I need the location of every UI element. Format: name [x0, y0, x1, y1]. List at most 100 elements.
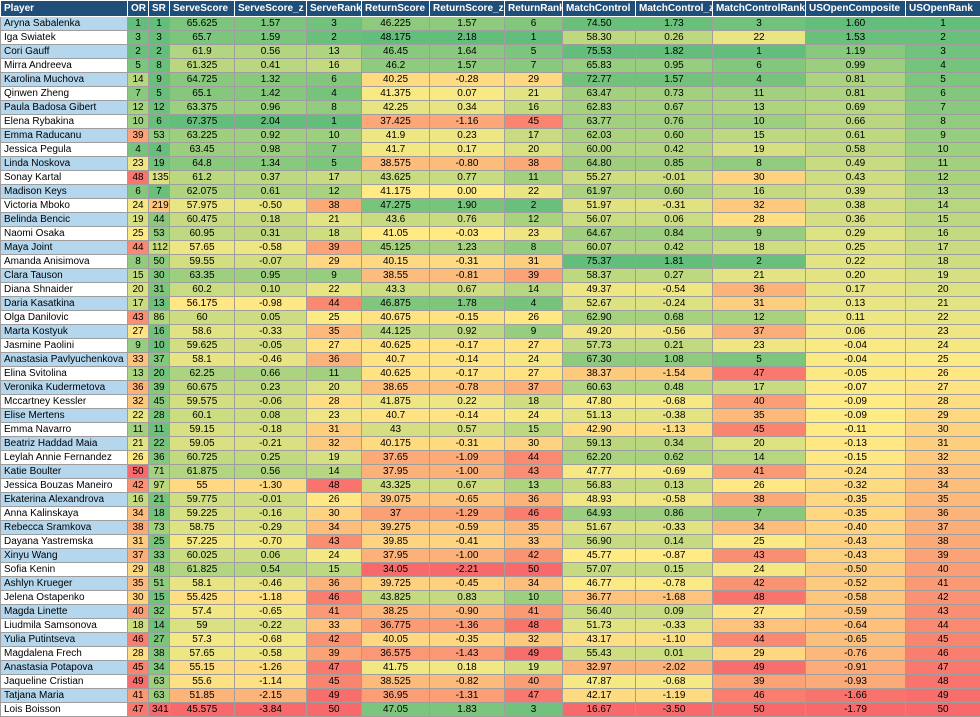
cell-match-control[interactable]: 64.93 — [563, 507, 636, 521]
cell-match-control[interactable]: 55.43 — [563, 647, 636, 661]
cell-return-score-z[interactable]: -0.81 — [430, 269, 505, 283]
cell-player[interactable]: Dayana Yastremska — [1, 535, 128, 549]
cell-or[interactable]: 42 — [128, 479, 149, 493]
cell-match-control-z[interactable]: 0.95 — [636, 59, 713, 73]
cell-match-control[interactable]: 60.07 — [563, 241, 636, 255]
cell-player[interactable]: Marta Kostyuk — [1, 325, 128, 339]
cell-serve-rank[interactable]: 4 — [307, 87, 362, 101]
cell-sr[interactable]: 9 — [149, 73, 170, 87]
cell-sr[interactable]: 16 — [149, 325, 170, 339]
cell-usopen-composite[interactable]: -0.13 — [806, 437, 906, 451]
cell-match-control-z[interactable]: 1.57 — [636, 73, 713, 87]
cell-usopen-composite[interactable]: 0.69 — [806, 101, 906, 115]
cell-return-score[interactable]: 38.55 — [362, 269, 430, 283]
cell-serve-score-z[interactable]: -1.26 — [235, 661, 307, 675]
cell-serve-score[interactable]: 57.975 — [170, 199, 235, 213]
cell-serve-rank[interactable]: 1 — [307, 115, 362, 129]
cell-usopen-composite[interactable]: 0.17 — [806, 283, 906, 297]
cell-match-control-rank[interactable]: 13 — [713, 101, 806, 115]
cell-serve-score-z[interactable]: 0.18 — [235, 213, 307, 227]
cell-or[interactable]: 18 — [128, 619, 149, 633]
cell-or[interactable]: 17 — [128, 297, 149, 311]
cell-sr[interactable]: 31 — [149, 283, 170, 297]
cell-match-control[interactable]: 48.93 — [563, 493, 636, 507]
cell-serve-score[interactable]: 67.375 — [170, 115, 235, 129]
cell-match-control-z[interactable]: -1.68 — [636, 591, 713, 605]
cell-return-score[interactable]: 40.675 — [362, 311, 430, 325]
cell-player[interactable]: Emma Raducanu — [1, 129, 128, 143]
cell-match-control-rank[interactable]: 41 — [713, 465, 806, 479]
cell-return-score[interactable]: 39.075 — [362, 493, 430, 507]
cell-match-control-rank[interactable]: 15 — [713, 129, 806, 143]
cell-usopen-composite[interactable]: -0.24 — [806, 465, 906, 479]
cell-match-control[interactable]: 38.37 — [563, 367, 636, 381]
column-header-serve-score[interactable]: ServeScore — [170, 1, 235, 17]
cell-sr[interactable]: 19 — [149, 157, 170, 171]
cell-return-score-z[interactable]: -1.29 — [430, 507, 505, 521]
cell-return-rank[interactable]: 21 — [505, 87, 563, 101]
cell-or[interactable]: 11 — [128, 423, 149, 437]
cell-return-score-z[interactable]: -0.78 — [430, 381, 505, 395]
cell-match-control[interactable]: 36.77 — [563, 591, 636, 605]
cell-match-control-rank[interactable]: 16 — [713, 185, 806, 199]
cell-or[interactable]: 5 — [128, 59, 149, 73]
cell-return-score-z[interactable]: 1.83 — [430, 703, 505, 717]
cell-serve-score[interactable]: 59.05 — [170, 437, 235, 451]
cell-match-control-rank[interactable]: 3 — [713, 17, 806, 31]
cell-serve-score-z[interactable]: 0.56 — [235, 45, 307, 59]
cell-return-rank[interactable]: 45 — [505, 115, 563, 129]
cell-sr[interactable]: 86 — [149, 311, 170, 325]
cell-return-score-z[interactable]: -0.28 — [430, 73, 505, 87]
cell-usopen-composite[interactable]: 0.43 — [806, 171, 906, 185]
column-header-match-control-z[interactable]: MatchControl_z — [636, 1, 713, 17]
cell-serve-score-z[interactable]: -0.46 — [235, 577, 307, 591]
cell-match-control[interactable]: 55.27 — [563, 171, 636, 185]
cell-serve-score-z[interactable]: -1.18 — [235, 591, 307, 605]
cell-return-score[interactable]: 45.125 — [362, 241, 430, 255]
cell-player[interactable]: Qinwen Zheng — [1, 87, 128, 101]
cell-sr[interactable]: 53 — [149, 227, 170, 241]
cell-player[interactable]: Naomi Osaka — [1, 227, 128, 241]
cell-usopen-rank[interactable]: 50 — [906, 703, 980, 717]
cell-sr[interactable]: 341 — [149, 703, 170, 717]
cell-match-control-rank[interactable]: 9 — [713, 227, 806, 241]
cell-return-rank[interactable]: 32 — [505, 633, 563, 647]
cell-return-rank[interactable]: 13 — [505, 479, 563, 493]
cell-return-score[interactable]: 43.625 — [362, 171, 430, 185]
cell-serve-rank[interactable]: 30 — [307, 507, 362, 521]
cell-match-control-z[interactable]: 0.26 — [636, 31, 713, 45]
cell-match-control-rank[interactable]: 2 — [713, 255, 806, 269]
cell-return-rank[interactable]: 19 — [505, 661, 563, 675]
cell-sr[interactable]: 112 — [149, 241, 170, 255]
cell-or[interactable]: 14 — [128, 73, 149, 87]
cell-match-control[interactable]: 47.77 — [563, 465, 636, 479]
cell-match-control-z[interactable]: 0.84 — [636, 227, 713, 241]
cell-usopen-composite[interactable]: -0.15 — [806, 451, 906, 465]
cell-usopen-rank[interactable]: 18 — [906, 255, 980, 269]
cell-player[interactable]: Leylah Annie Fernandez — [1, 451, 128, 465]
cell-or[interactable]: 37 — [128, 549, 149, 563]
cell-match-control-z[interactable]: 0.68 — [636, 311, 713, 325]
cell-sr[interactable]: 53 — [149, 129, 170, 143]
cell-or[interactable]: 46 — [128, 633, 149, 647]
cell-or[interactable]: 34 — [128, 507, 149, 521]
cell-usopen-rank[interactable]: 21 — [906, 297, 980, 311]
cell-serve-score-z[interactable]: 1.42 — [235, 87, 307, 101]
cell-return-score[interactable]: 39.275 — [362, 521, 430, 535]
cell-player[interactable]: Rebecca Sramkova — [1, 521, 128, 535]
cell-player[interactable]: Linda Noskova — [1, 157, 128, 171]
cell-match-control-z[interactable]: -0.78 — [636, 577, 713, 591]
cell-usopen-rank[interactable]: 23 — [906, 325, 980, 339]
cell-player[interactable]: Jaqueline Cristian — [1, 675, 128, 689]
cell-return-score[interactable]: 40.7 — [362, 409, 430, 423]
cell-match-control-rank[interactable]: 23 — [713, 339, 806, 353]
cell-return-score[interactable]: 46.45 — [362, 45, 430, 59]
cell-return-rank[interactable]: 38 — [505, 157, 563, 171]
cell-return-score[interactable]: 44.125 — [362, 325, 430, 339]
cell-serve-score-z[interactable]: 0.06 — [235, 549, 307, 563]
cell-serve-rank[interactable]: 12 — [307, 185, 362, 199]
cell-return-rank[interactable]: 42 — [505, 549, 563, 563]
cell-player[interactable]: Jelena Ostapenko — [1, 591, 128, 605]
cell-match-control[interactable]: 56.07 — [563, 213, 636, 227]
cell-player[interactable]: Amanda Anisimova — [1, 255, 128, 269]
